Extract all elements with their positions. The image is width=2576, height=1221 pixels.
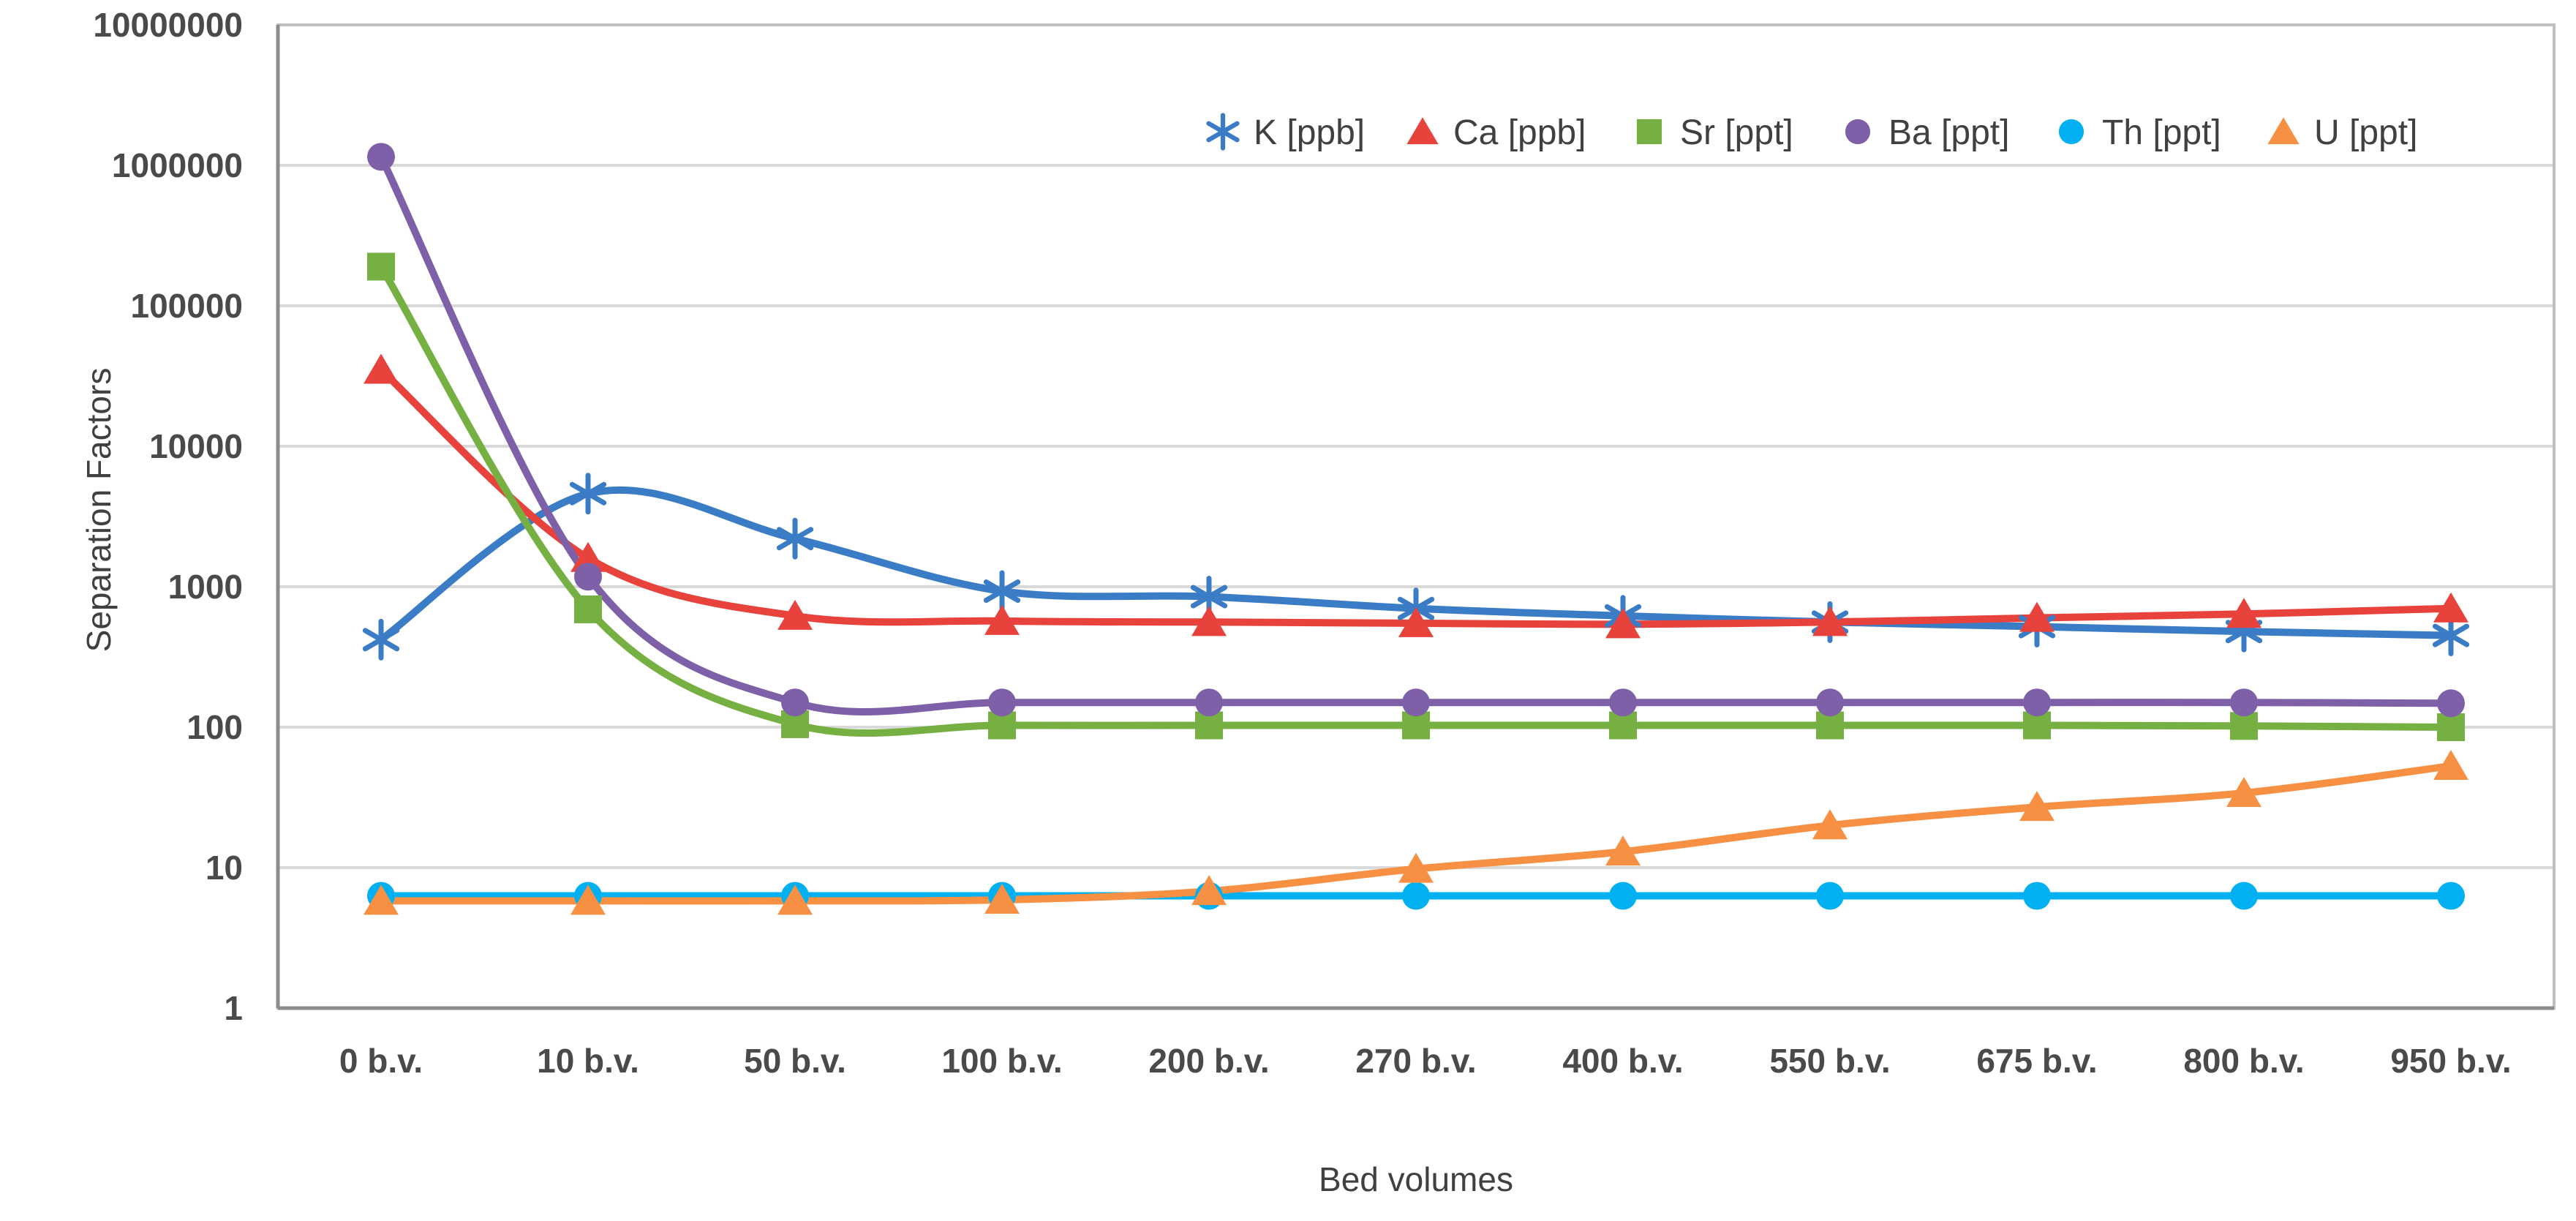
- marker-u-ppt-800-b-v: [2226, 776, 2261, 807]
- marker-ba-ppt-10-b-v: [574, 563, 602, 591]
- x-axis-title: Bed volumes: [1319, 1160, 1513, 1198]
- marker-sr-ppt-950-b-v: [2437, 713, 2465, 741]
- marker-u-ppt-200-b-v: [1191, 875, 1227, 906]
- marker-sr-ppt-0-b-v: [367, 252, 395, 281]
- legend-label: Ca [ppb]: [1453, 113, 1586, 152]
- marker-ca-ppb-800-b-v: [2226, 598, 2261, 628]
- legend-marker-sr-ppt: [1636, 119, 1662, 145]
- x-tick-label: 550 b.v.: [1769, 1042, 1890, 1080]
- legend-item-u-ppt[interactable]: U [ppt]: [2267, 113, 2417, 152]
- x-tick-label: 270 b.v.: [1355, 1042, 1476, 1080]
- legend-item-ca-ppb[interactable]: Ca [ppb]: [1406, 113, 1586, 152]
- marker-ca-ppb-10-b-v: [570, 541, 606, 572]
- x-tick-label: 800 b.v.: [2183, 1042, 2304, 1080]
- x-tick-label: 0 b.v.: [339, 1042, 423, 1080]
- series-line-sr-ppt: [377, 263, 2455, 737]
- legend-item-ba-ppt[interactable]: Ba [ppt]: [1845, 113, 2010, 152]
- axis-layer: 1 10 100 1000 10000 100000 1000000 10000000 0 b.…: [93, 6, 2511, 1080]
- y-tick-label: 1000000: [112, 146, 243, 184]
- marker-ba-ppt-550-b-v: [1816, 688, 1844, 717]
- marker-th-ppt-800-b-v: [2230, 882, 2258, 910]
- marker-u-ppt-950-b-v: [2433, 749, 2468, 780]
- marker-ca-ppb-50-b-v: [777, 599, 813, 630]
- marker-ba-ppt-200-b-v: [1195, 688, 1223, 717]
- marker-ba-ppt-675-b-v: [2023, 688, 2051, 717]
- marker-u-ppt-400-b-v: [1605, 835, 1641, 866]
- x-tick-label: 950 b.v.: [2390, 1042, 2511, 1080]
- y-tick-label: 10000: [149, 427, 243, 465]
- x-tick-label: 200 b.v.: [1148, 1042, 1269, 1080]
- legend: K [ppb] Ca [ppb] Sr [ppt] Ba [ppt] Th [ppt] U…: [1206, 113, 2417, 152]
- x-tick-label: 50 b.v.: [744, 1042, 846, 1080]
- marker-ca-ppb-400-b-v: [1605, 608, 1641, 639]
- y-tick-label: 100000: [131, 287, 244, 325]
- x-tick-label: 100 b.v.: [941, 1042, 1062, 1080]
- marker-ba-ppt-950-b-v: [2437, 689, 2465, 718]
- marker-ba-ppt-400-b-v: [1609, 688, 1637, 717]
- marker-ca-ppb-270-b-v: [1398, 606, 1434, 637]
- marker-ca-ppb-200-b-v: [1191, 606, 1227, 636]
- y-axis-title: Separation Factors: [80, 368, 118, 653]
- marker-ca-ppb-550-b-v: [1812, 606, 1848, 636]
- legend-item-k-ppb[interactable]: K [ppb]: [1206, 113, 1366, 152]
- x-tick-label: 10 b.v.: [537, 1042, 639, 1080]
- marker-k-ppb-50-b-v: [776, 517, 814, 560]
- marker-u-ppt-10-b-v: [570, 884, 606, 915]
- legend-marker-ca-ppb: [1406, 117, 1439, 145]
- marker-ba-ppt-50-b-v: [781, 688, 809, 717]
- legend-label: Sr [ppt]: [1680, 113, 1793, 152]
- legend-item-th-ppt[interactable]: Th [ppt]: [2058, 113, 2221, 152]
- legend-marker-u-ppt: [2267, 117, 2300, 145]
- marker-k-ppb-950-b-v: [2432, 615, 2470, 657]
- legend-label: Ba [ppt]: [1888, 113, 2009, 152]
- marker-th-ppt-550-b-v: [1816, 882, 1844, 910]
- marker-th-ppt-270-b-v: [1402, 882, 1430, 910]
- marker-ca-ppb-950-b-v: [2433, 592, 2468, 623]
- marker-ca-ppb-675-b-v: [2019, 601, 2055, 632]
- legend-label: U [ppt]: [2314, 113, 2417, 152]
- y-tick-label: 100: [187, 708, 243, 746]
- marker-ba-ppt-270-b-v: [1402, 688, 1430, 717]
- marker-k-ppb-0-b-v: [362, 618, 400, 661]
- marker-u-ppt-0-b-v: [364, 884, 399, 915]
- marker-th-ppt-950-b-v: [2437, 882, 2465, 910]
- marker-th-ppt-675-b-v: [2023, 882, 2051, 910]
- marker-ba-ppt-0-b-v: [367, 143, 395, 171]
- marker-ba-ppt-100-b-v: [988, 688, 1016, 717]
- marker-ba-ppt-800-b-v: [2230, 688, 2258, 717]
- legend-label: K [ppb]: [1254, 113, 1365, 152]
- y-tick-label: 1000: [168, 568, 243, 606]
- legend-marker-ba-ppt: [1845, 119, 1871, 145]
- marker-u-ppt-100-b-v: [984, 883, 1020, 914]
- marker-u-ppt-50-b-v: [777, 884, 813, 915]
- marker-sr-ppt-800-b-v: [2230, 712, 2258, 740]
- marker-ca-ppb-0-b-v: [364, 353, 399, 384]
- legend-marker-th-ppt: [2058, 119, 2084, 145]
- series-line-ca-ppb: [377, 366, 2455, 628]
- marker-k-ppb-100-b-v: [983, 570, 1021, 612]
- marker-ca-ppb-100-b-v: [984, 604, 1020, 635]
- x-tick-label: 400 b.v.: [1562, 1042, 1683, 1080]
- series-line-ba-ppt: [377, 153, 2455, 715]
- legend-marker-k-ppb: [1206, 113, 1240, 151]
- legend-label: Th [ppt]: [2102, 113, 2221, 152]
- x-tick-label: 675 b.v.: [1976, 1042, 2097, 1080]
- marker-u-ppt-675-b-v: [2019, 791, 2055, 822]
- y-tick-label: 10000000: [93, 6, 243, 44]
- y-tick-label: 10: [206, 849, 243, 887]
- marker-k-ppb-10-b-v: [569, 473, 607, 515]
- marker-sr-ppt-10-b-v: [574, 595, 602, 623]
- series-line-k-ppb: [377, 486, 2455, 644]
- marker-u-ppt-550-b-v: [1812, 809, 1848, 840]
- legend-item-sr-ppt[interactable]: Sr [ppt]: [1636, 113, 1793, 152]
- marker-th-ppt-400-b-v: [1609, 882, 1637, 910]
- y-tick-label: 1: [224, 989, 243, 1027]
- series-layer: [362, 143, 2470, 915]
- marker-u-ppt-270-b-v: [1398, 852, 1434, 883]
